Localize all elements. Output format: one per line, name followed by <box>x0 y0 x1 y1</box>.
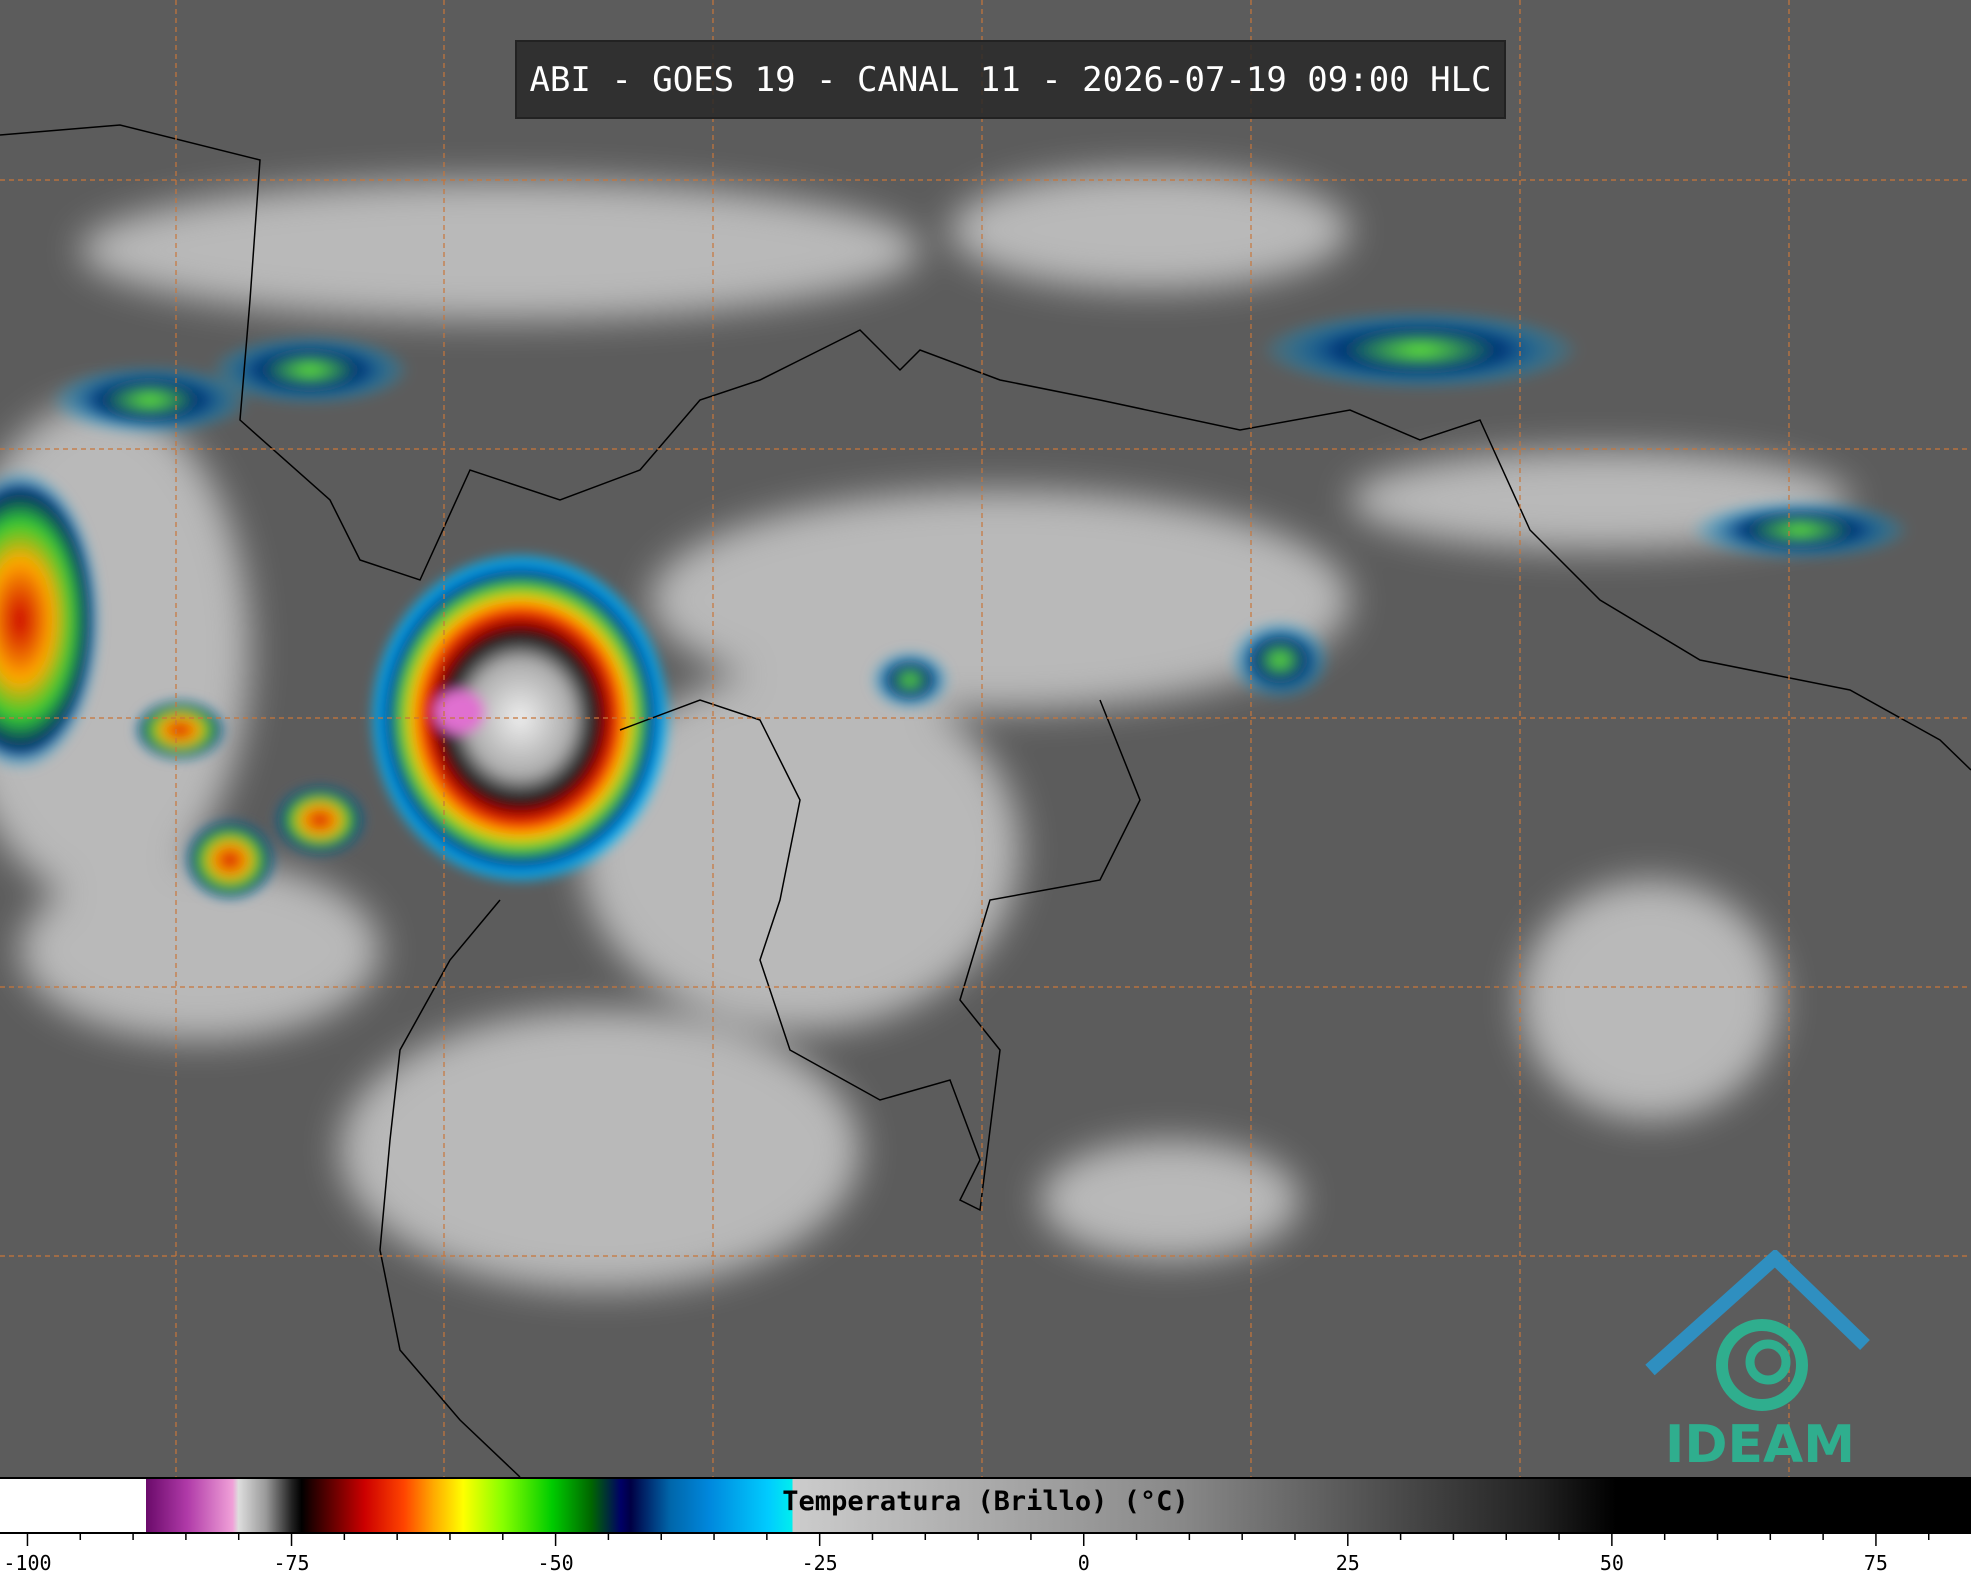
colorbar-axis: -100 -75 -50 -25 0 25 50 75 <box>3 1534 1930 1575</box>
title: ABI - GOES 19 - CANAL 11 - 2026-07-19 09… <box>515 40 1506 119</box>
tick-label: 75 <box>1864 1551 1888 1575</box>
logo-text: IDEAM <box>1665 1415 1856 1475</box>
colorbar <box>0 1477 1971 1534</box>
colorbar-label: Temperatura (Brillo) (°C) <box>782 1486 1189 1517</box>
tick-label: 25 <box>1336 1551 1360 1575</box>
graticule <box>0 0 1971 1477</box>
tick-label: -75 <box>273 1551 309 1575</box>
logo-mark <box>1645 1250 1870 1411</box>
tick-label: 50 <box>1600 1551 1624 1575</box>
coastlines <box>0 124 1971 1477</box>
satellite-map <box>0 0 1971 1477</box>
tick-label: -100 <box>3 1551 51 1575</box>
tick-label: -25 <box>802 1551 838 1575</box>
tick-label: -50 <box>538 1551 574 1575</box>
tick-label: 0 <box>1078 1551 1090 1575</box>
